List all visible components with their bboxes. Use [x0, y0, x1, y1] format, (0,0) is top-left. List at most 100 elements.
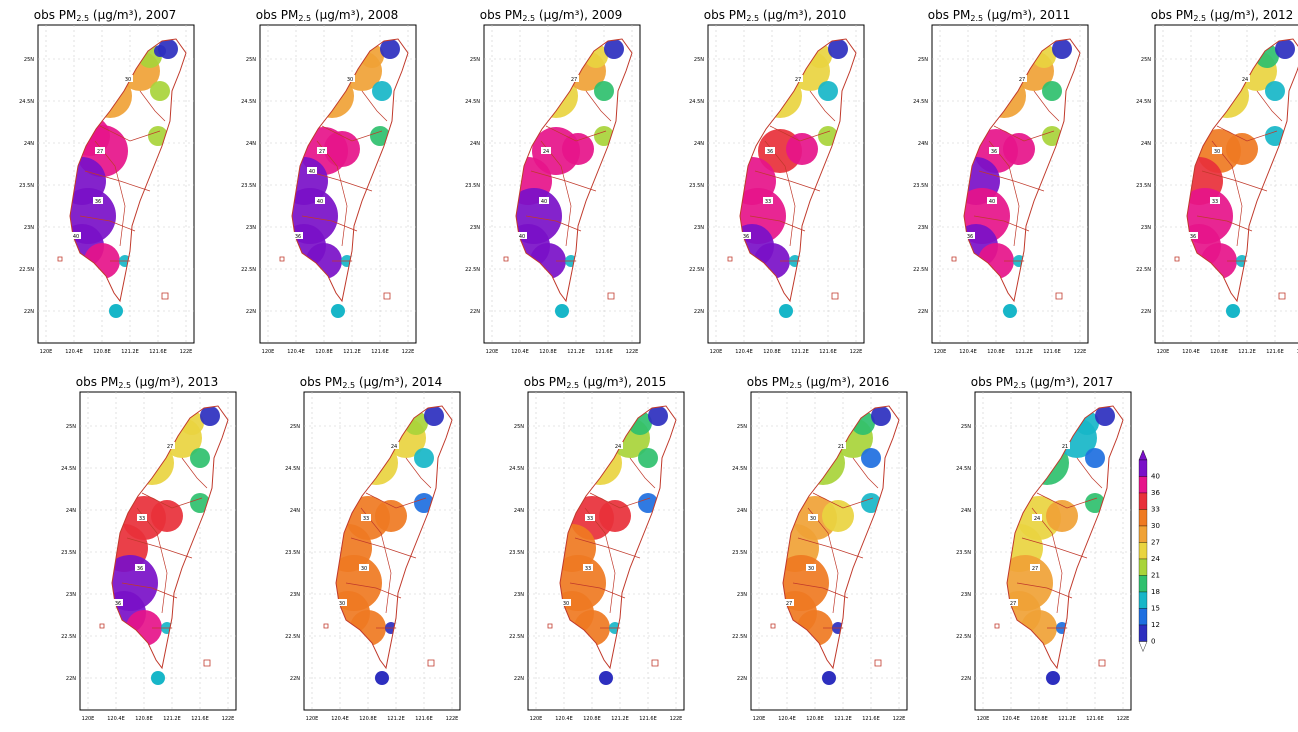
- y-tick-label: 23N: [246, 225, 256, 231]
- colorbar-swatch: [1138, 509, 1148, 527]
- y-tick-label: 25N: [24, 57, 34, 63]
- pm25-contour-region: [414, 448, 434, 468]
- y-tick-label: 25N: [918, 57, 928, 63]
- pm25-contour-region: [638, 493, 658, 513]
- taiwan-map: 24 33 30 30: [323, 405, 453, 685]
- y-tick-label: 25N: [737, 424, 747, 430]
- y-tick-label: 22.5N: [19, 267, 34, 273]
- x-tick-label: 122E: [222, 716, 235, 722]
- map-panel-2015: obs PM2.5 (μg/m³), 2015 120E 120.4E 120.8E 1…: [490, 375, 700, 730]
- station-marker: [779, 304, 793, 318]
- contour-label-bg: [165, 442, 175, 449]
- y-tick-label: 22N: [961, 676, 971, 682]
- title-suffix: (μg/m³), 2007: [89, 8, 177, 22]
- title-subscript: 2.5: [342, 381, 356, 390]
- contour-value-label: 30: [125, 77, 131, 83]
- contour-label-bg: [741, 232, 751, 239]
- county-boundary: [1016, 582, 1073, 599]
- contour-value-label: 21: [838, 444, 844, 450]
- station-marker: [1046, 671, 1060, 685]
- x-tick-label: 120E: [262, 349, 275, 355]
- x-tick-label: 121.6E: [862, 716, 879, 722]
- x-tick-label: 120.8E: [583, 716, 600, 722]
- y-tick-label: 22N: [694, 309, 704, 315]
- x-tick-label: 120E: [82, 716, 95, 722]
- map-svg: 120E 120.4E 120.8E 121.2E 121.6E 122E 25N 24.5N…: [61, 391, 237, 722]
- x-tick-label: 121.2E: [1015, 349, 1032, 355]
- y-tick-label: 24.5N: [285, 466, 300, 472]
- county-boundary: [973, 215, 1030, 232]
- contour-value-label: 33: [363, 516, 369, 522]
- x-tick-label: 120.4E: [511, 349, 528, 355]
- y-tick-label: 23N: [470, 225, 480, 231]
- contour-label-bg: [123, 75, 133, 82]
- panel-title: obs PM2.5 (μg/m³), 2016: [713, 375, 923, 390]
- title-subscript: 2.5: [970, 14, 984, 23]
- offshore-island: [547, 623, 553, 629]
- offshore-island: [607, 292, 615, 300]
- coastline: [559, 405, 677, 670]
- offshore-island: [831, 292, 839, 300]
- station-marker: [822, 671, 836, 685]
- pm25-contour-region: [190, 448, 210, 468]
- county-boundary: [749, 215, 806, 232]
- panel-title: obs PM2.5 (μg/m³), 2009: [446, 8, 656, 23]
- x-tick-label: 121.2E: [387, 716, 404, 722]
- y-tick-label: 23N: [737, 592, 747, 598]
- title-prefix: obs PM: [1150, 8, 1194, 22]
- coastline: [739, 38, 857, 303]
- offshore-island: [503, 256, 509, 262]
- title-prefix: obs PM: [33, 8, 77, 22]
- x-tick-label: 120.8E: [987, 349, 1004, 355]
- x-tick-label: 120.4E: [555, 716, 572, 722]
- pm25-contour-region: [604, 39, 624, 59]
- x-tick-label: 122E: [670, 716, 683, 722]
- x-tick-label: 121.6E: [1043, 349, 1060, 355]
- map-svg: 120E 120.4E 120.8E 121.2E 121.6E 122E 25N 24.5N…: [509, 391, 685, 722]
- pm25-contour-region: [414, 493, 434, 513]
- title-prefix: obs PM: [703, 8, 747, 22]
- contour-label-bg: [1210, 197, 1220, 204]
- map-svg: 120E 120.4E 120.8E 121.2E 121.6E 122E 25N 24.5N…: [19, 24, 195, 355]
- pm25-contour-region: [151, 500, 183, 532]
- x-tick-label: 121.2E: [343, 349, 360, 355]
- y-tick-label: 24.5N: [689, 99, 704, 105]
- x-tick-label: 120E: [753, 716, 766, 722]
- y-tick-label: 25N: [961, 424, 971, 430]
- county-boundary: [1033, 90, 1060, 122]
- contour-label-bg: [1060, 442, 1070, 449]
- colorbar-level-label: 36: [1151, 489, 1160, 497]
- y-tick-label: 22N: [918, 309, 928, 315]
- y-tick-label: 22.5N: [465, 267, 480, 273]
- y-tick-label: 23.5N: [1136, 183, 1151, 189]
- contour-label-bg: [965, 232, 975, 239]
- y-tick-label: 25N: [1141, 57, 1151, 63]
- y-tick-label: 22.5N: [1136, 267, 1151, 273]
- pm25-contour-region: [818, 126, 838, 146]
- y-tick-label: 24.5N: [19, 99, 34, 105]
- contour-label-bg: [93, 197, 103, 204]
- title-suffix: (μg/m³), 2012: [1206, 8, 1294, 22]
- contour-label-bg: [361, 514, 371, 521]
- x-tick-label: 122E: [180, 349, 193, 355]
- x-tick-label: 120.4E: [287, 349, 304, 355]
- x-tick-label: 120E: [306, 716, 319, 722]
- y-tick-label: 23N: [290, 592, 300, 598]
- y-tick-label: 24.5N: [241, 99, 256, 105]
- colorbar-swatch: [1138, 525, 1148, 543]
- contour-value-label: 40: [519, 234, 525, 240]
- pm25-contour-region: [1095, 406, 1115, 426]
- x-tick-label: 120.8E: [315, 349, 332, 355]
- title-prefix: obs PM: [75, 375, 119, 389]
- colorbar-swatch: [1138, 542, 1148, 560]
- contour-label-bg: [763, 197, 773, 204]
- title-subscript: 2.5: [298, 14, 312, 23]
- y-tick-label: 23N: [1141, 225, 1151, 231]
- contour-value-label: 36: [967, 234, 973, 240]
- title-suffix: (μg/m³), 2010: [759, 8, 847, 22]
- county-boundary: [1256, 90, 1283, 122]
- contour-value-label: 30: [347, 77, 353, 83]
- contour-value-label: 27: [167, 444, 173, 450]
- contour-value-label: 36: [295, 234, 301, 240]
- y-tick-label: 23N: [961, 592, 971, 598]
